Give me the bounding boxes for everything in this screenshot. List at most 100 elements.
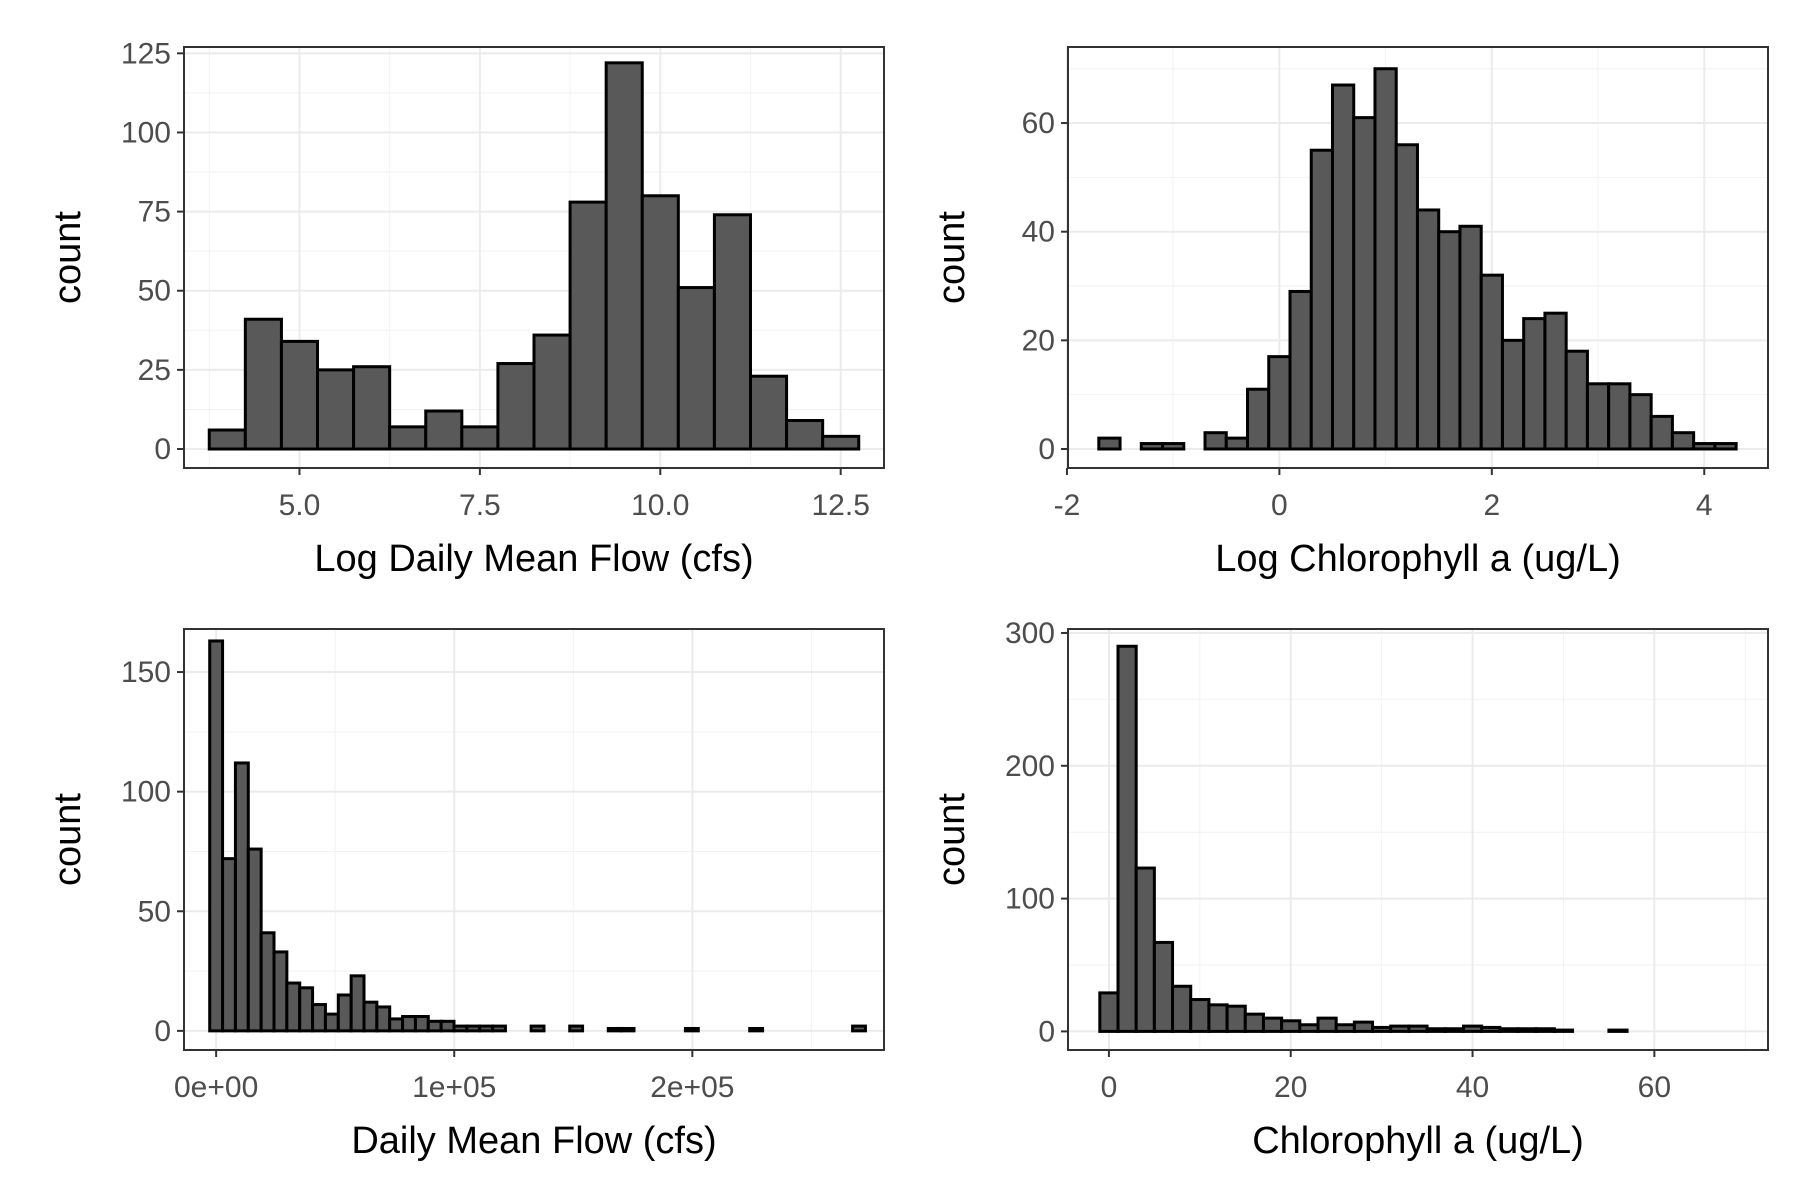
histogram-bar [352, 365, 392, 451]
histogram-bar [1649, 414, 1674, 451]
histogram-bar [748, 374, 789, 451]
histogram-bar [243, 317, 283, 451]
y-axis-title: count [47, 793, 89, 886]
histogram-bar [1373, 67, 1398, 451]
histogram-bar [478, 1024, 495, 1033]
y-tick-label: 50 [138, 895, 171, 928]
histogram-bar [298, 986, 315, 1033]
histogram-bar [676, 286, 716, 451]
histogram-bar [1261, 1016, 1284, 1033]
histogram-bar [311, 1003, 327, 1033]
x-tick-label: 2e+05 [650, 1071, 734, 1104]
histogram-bar [1161, 442, 1186, 451]
histogram-bar [336, 993, 353, 1033]
y-axis-title: count [47, 211, 89, 304]
histogram-chlorophyll-a: 0 100 200 300 0 20 40 60 Chlorophyll a (ug/L) cou… [931, 617, 1769, 1162]
histogram-bar [424, 409, 464, 451]
x-axis-title: Chlorophyll a (ug/L) [1252, 1120, 1584, 1162]
x-tick-label: 60 [1638, 1071, 1671, 1104]
histogram-bar [568, 200, 608, 451]
histogram-bar [1458, 224, 1483, 451]
histogram-bar [259, 931, 276, 1033]
histogram-bar [349, 974, 366, 1033]
x-tick-label: 40 [1456, 1071, 1489, 1104]
histogram-bar [1585, 382, 1611, 451]
histogram-bar [1670, 431, 1696, 451]
histogram-bar [491, 1024, 507, 1033]
x-tick-label: 1e+05 [412, 1071, 496, 1104]
histogram-bar [1280, 1019, 1302, 1033]
histogram-bar [604, 61, 644, 451]
histogram-bar [1134, 866, 1156, 1033]
histogram-bar [388, 1017, 405, 1033]
x-axis-title: Daily Mean Flow (cfs) [351, 1120, 716, 1162]
histogram-bar [1564, 349, 1589, 451]
panel-border [1067, 46, 1769, 469]
y-tick-label: 0 [1038, 1015, 1055, 1048]
histogram-bar [233, 761, 250, 1033]
histogram-bar [1443, 1027, 1465, 1033]
histogram-bar [1498, 1027, 1520, 1033]
histogram-bar [1371, 1025, 1393, 1033]
histogram-bar [452, 1024, 469, 1033]
y-tick-label: 0 [154, 433, 171, 466]
histogram-bar [1243, 1012, 1265, 1033]
x-axis-title: Log Chlorophyll a (ug/L) [1215, 538, 1621, 580]
histogram-bar [465, 1024, 482, 1033]
histogram-bar [532, 333, 572, 451]
histogram-bar [207, 428, 247, 451]
histogram-bar [619, 1026, 636, 1033]
y-tick-label: 40 [1022, 216, 1055, 249]
x-tick-label: 0 [1101, 1071, 1118, 1104]
histogram-bar [1607, 1028, 1629, 1033]
histogram-bar [1394, 143, 1419, 451]
histogram-bar [1415, 208, 1441, 451]
histogram-bar [413, 1015, 430, 1033]
histogram-bar [748, 1026, 765, 1033]
histogram-daily-mean-flow: 0 50 100 150 0e+00 1e+05 2e+05 Daily Mean Flow … [47, 628, 885, 1162]
histogram-bar [1203, 431, 1228, 451]
histogram-bar [1692, 442, 1717, 451]
panel-border [183, 628, 885, 1051]
histogram-bar [460, 425, 500, 451]
y-axis-title: count [931, 793, 973, 886]
histogram-bar [712, 213, 752, 451]
y-tick-label: 150 [121, 656, 171, 689]
x-tick-label: 7.5 [459, 489, 501, 522]
y-tick-label: 60 [1022, 107, 1055, 140]
y-tick-label: 100 [1005, 883, 1055, 916]
y-tick-label: 0 [1038, 433, 1055, 466]
y-tick-label: 200 [1005, 750, 1055, 783]
histogram-bar [1461, 1024, 1484, 1033]
y-axis-title: count [931, 211, 973, 304]
x-tick-label: 10.0 [631, 489, 689, 522]
histogram-bar [1139, 442, 1165, 451]
histogram-bar [1116, 644, 1138, 1033]
y-tick-label: 300 [1005, 617, 1055, 650]
histogram-bar [851, 1024, 867, 1033]
histogram-bar [1522, 317, 1547, 451]
x-tick-label: 12.5 [812, 489, 870, 522]
histogram-bar [683, 1026, 700, 1033]
x-tick-label: 0e+00 [174, 1071, 258, 1104]
histogram-bar [279, 339, 320, 451]
histogram-bar [246, 847, 263, 1033]
histogram-bar [640, 194, 680, 451]
histogram-bar [1552, 1028, 1575, 1033]
histogram-bar [1352, 116, 1377, 451]
x-axis-title: Log Daily Mean Flow (cfs) [314, 538, 753, 580]
histogram-bar [1171, 984, 1193, 1033]
histogram-bar [821, 434, 861, 451]
histogram-bar [1316, 1016, 1338, 1033]
histogram-bar [426, 1019, 443, 1033]
histogram-bar [1425, 1027, 1447, 1033]
histogram-bar [1224, 436, 1250, 451]
histogram-bar [316, 368, 356, 451]
histogram-bar [1628, 393, 1653, 451]
y-tick-label: 75 [138, 196, 171, 229]
histogram-bar [362, 1000, 379, 1033]
y-tick-label: 125 [121, 37, 171, 70]
histogram-bar [1389, 1024, 1411, 1033]
histogram-bar [606, 1026, 623, 1033]
